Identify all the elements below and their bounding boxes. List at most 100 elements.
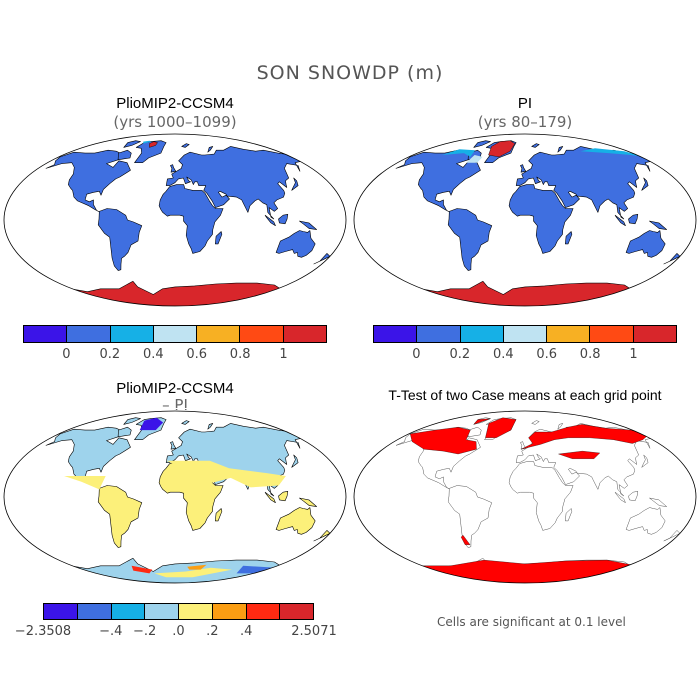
landmass-madagascar: [215, 508, 223, 522]
landmass-novaya: [207, 146, 214, 153]
coastline-newzealand: [663, 530, 681, 542]
landmass-svalbard: [181, 143, 190, 148]
greenland-negative-patch: [139, 417, 164, 431]
coastline-madagascar: [565, 508, 573, 522]
panel-subtitle-top-left: (yrs 1000–1099): [113, 113, 237, 131]
colorbar-bottom-left-tick-label: .4: [240, 624, 253, 639]
colorbar-bottom-left-tick-label: −2.3508: [14, 624, 72, 639]
landmass-southAmerica: [97, 485, 143, 548]
landmass-novaya: [207, 423, 214, 430]
landmass-africa: [158, 184, 224, 254]
colorbar-top-left-swatch: [110, 326, 154, 342]
landmass-southAmerica: [97, 208, 143, 271]
significant-region: [558, 450, 600, 459]
coastline-australia: [625, 507, 666, 535]
landmass-newzealand: [313, 253, 331, 265]
colorbar-bottom-left-swatch: [77, 604, 112, 619]
significant-region: [413, 559, 637, 583]
coastline-newguinea: [649, 497, 667, 507]
colorbar-top-right-tick-label: 1: [629, 347, 638, 362]
colorbar-top-left-tick-label: 0.4: [142, 347, 164, 362]
landmass-britain: [520, 164, 527, 173]
colorbar-bottom-left-swatch: [280, 604, 313, 619]
landmass-sumatra: [614, 214, 626, 226]
colorbar-top-left-tick-label: 0.2: [99, 347, 121, 362]
landmass-antarctica: [59, 280, 281, 306]
colorbar-top-right-tick-label: 0.2: [449, 347, 471, 362]
colorbar-bottom-left-tick-label: −.4: [99, 624, 123, 639]
landmass-ellesmere: [473, 140, 491, 148]
colorbar-top-right: [373, 325, 677, 343]
colorbar-top-left-swatch: [283, 326, 326, 342]
map-border: [3, 133, 347, 307]
coastline-baffin: [467, 426, 482, 438]
colorbar-top-right-swatch: [503, 326, 548, 342]
significant-region: [460, 535, 471, 545]
coastline-britain: [520, 441, 527, 450]
landmass-borneo: [628, 214, 639, 225]
landmass-baffin: [117, 149, 132, 161]
colorbar-top-left-tick-label: 1: [279, 347, 288, 362]
coastline-svalbard: [531, 420, 540, 425]
significant-region: [485, 417, 517, 438]
landmass-borneo: [278, 214, 289, 225]
map-border: [353, 410, 697, 584]
landmass-svalbard: [531, 143, 540, 148]
coastline-novaya: [557, 423, 564, 430]
colorbar-top-left-swatch: [24, 326, 68, 342]
colorbar-bottom-left-tick-label: .0: [172, 624, 185, 639]
landmass-japan: [641, 177, 649, 191]
landmass-madagascar: [215, 231, 223, 245]
antarctica-positive-patch: [131, 565, 153, 574]
colorbar-bottom-left-tick-label: 2.5071: [291, 624, 337, 639]
colorbar-top-left-swatch: [67, 326, 111, 342]
canada-snow-patch: [442, 149, 476, 157]
landmass-newzealand: [663, 253, 681, 265]
colorbar-top-left-tick-label: 0: [62, 347, 71, 362]
colorbar-bottom-left-swatch: [44, 604, 78, 619]
siberia-snow-patch: [580, 148, 645, 157]
greenland-snow-patch: [488, 140, 515, 158]
landmass-australia: [275, 230, 316, 258]
colorbar-bottom-left-tick-label: −.2: [132, 624, 157, 639]
landmass-borneo: [278, 491, 289, 502]
panel-title-bottom-left: PlioMIP2-CCSM4: [116, 380, 234, 397]
colorbar-top-right-swatch: [633, 326, 676, 342]
significant-region: [473, 418, 491, 425]
colorbar-top-right-swatch: [374, 326, 418, 342]
panel-subtitle-top-right: (yrs 80–179): [477, 113, 573, 131]
map-border: [3, 410, 347, 584]
significant-region: [410, 427, 477, 455]
panel-subtitle-bottom-left: – PI: [162, 396, 188, 414]
panel-title-bottom-right: T-Test of two Case means at each grid po…: [388, 387, 662, 403]
map-bottom-right: [352, 408, 698, 584]
colorbar-top-left-swatch: [197, 326, 241, 342]
colorbar-bottom-left: [43, 603, 314, 620]
colorbar-top-right-swatch: [590, 326, 634, 342]
map-bottom-left: [2, 408, 348, 584]
landmass-newguinea: [299, 220, 317, 230]
map-top-left: [2, 131, 348, 307]
antarctica-positive-patch-2: [187, 564, 207, 570]
landmass-japan: [291, 454, 299, 468]
arctic-snow-patch: [143, 140, 151, 144]
colorbar-top-left-swatch: [153, 326, 198, 342]
landmass-australia: [625, 230, 666, 258]
landmass-eurasia: [165, 146, 304, 220]
coastline-japan: [641, 454, 649, 468]
landmass-sumatra: [264, 214, 276, 226]
colorbar-bottom-left-swatch: [145, 604, 179, 619]
coastline-sumatra: [614, 491, 626, 503]
landmass-greenland: [134, 140, 167, 163]
landmass-novaya: [557, 146, 564, 153]
colorbar-top-right-tick-label: 0.6: [536, 347, 558, 362]
landmass-antarctica: [409, 280, 631, 306]
landmass-newguinea: [649, 220, 667, 230]
colorbar-bottom-left-tick-label: .2: [206, 624, 219, 639]
greenland-snow-patch: [149, 141, 158, 148]
colorbar-top-right-tick-label: 0.8: [579, 347, 601, 362]
colorbar-bottom-left-swatch: [246, 604, 281, 619]
colorbar-bottom-left-swatch: [111, 604, 146, 619]
colorbar-top-right-swatch: [460, 326, 504, 342]
colorbar-bottom-left-swatch: [212, 604, 247, 619]
